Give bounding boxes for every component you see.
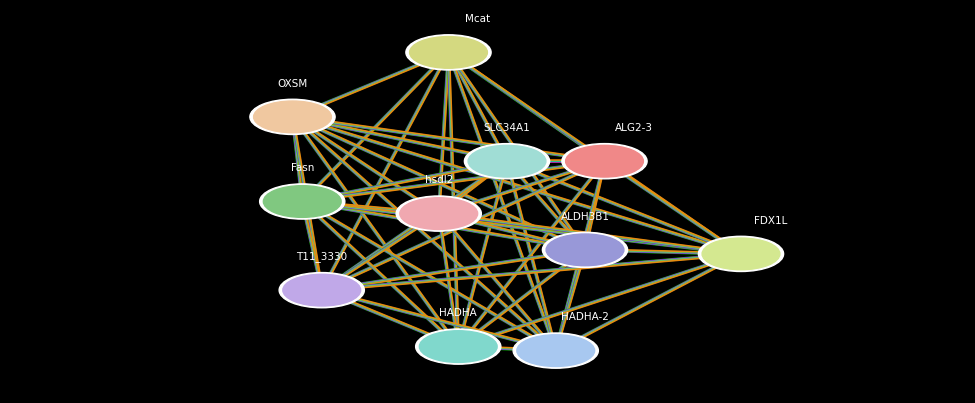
Ellipse shape	[468, 145, 546, 177]
Ellipse shape	[542, 232, 628, 268]
Text: HADHA: HADHA	[440, 308, 477, 318]
Ellipse shape	[566, 145, 644, 177]
Text: HADHA-2: HADHA-2	[561, 312, 609, 322]
Ellipse shape	[283, 274, 361, 306]
Text: OXSM: OXSM	[277, 79, 308, 89]
Ellipse shape	[254, 101, 332, 133]
Ellipse shape	[546, 234, 624, 266]
Ellipse shape	[406, 35, 491, 70]
Ellipse shape	[464, 143, 550, 179]
Text: hsdl2: hsdl2	[424, 175, 453, 185]
Ellipse shape	[250, 99, 335, 135]
Ellipse shape	[698, 236, 784, 272]
Ellipse shape	[259, 184, 345, 219]
Ellipse shape	[702, 238, 780, 270]
Ellipse shape	[415, 329, 501, 364]
Ellipse shape	[562, 143, 647, 179]
Text: Fasn: Fasn	[291, 163, 314, 173]
Ellipse shape	[263, 186, 341, 217]
Ellipse shape	[400, 198, 478, 229]
Ellipse shape	[517, 335, 595, 366]
Text: T11_3330: T11_3330	[296, 251, 347, 262]
Ellipse shape	[410, 37, 488, 68]
Text: FDX1L: FDX1L	[754, 216, 787, 226]
Ellipse shape	[513, 333, 599, 368]
Text: Mcat: Mcat	[465, 14, 490, 24]
Text: ALG2-3: ALG2-3	[615, 123, 652, 133]
Ellipse shape	[396, 196, 482, 231]
Text: SLC34A1: SLC34A1	[484, 123, 530, 133]
Ellipse shape	[279, 272, 365, 308]
Text: ALDH3B1: ALDH3B1	[561, 212, 609, 222]
Ellipse shape	[419, 331, 497, 362]
